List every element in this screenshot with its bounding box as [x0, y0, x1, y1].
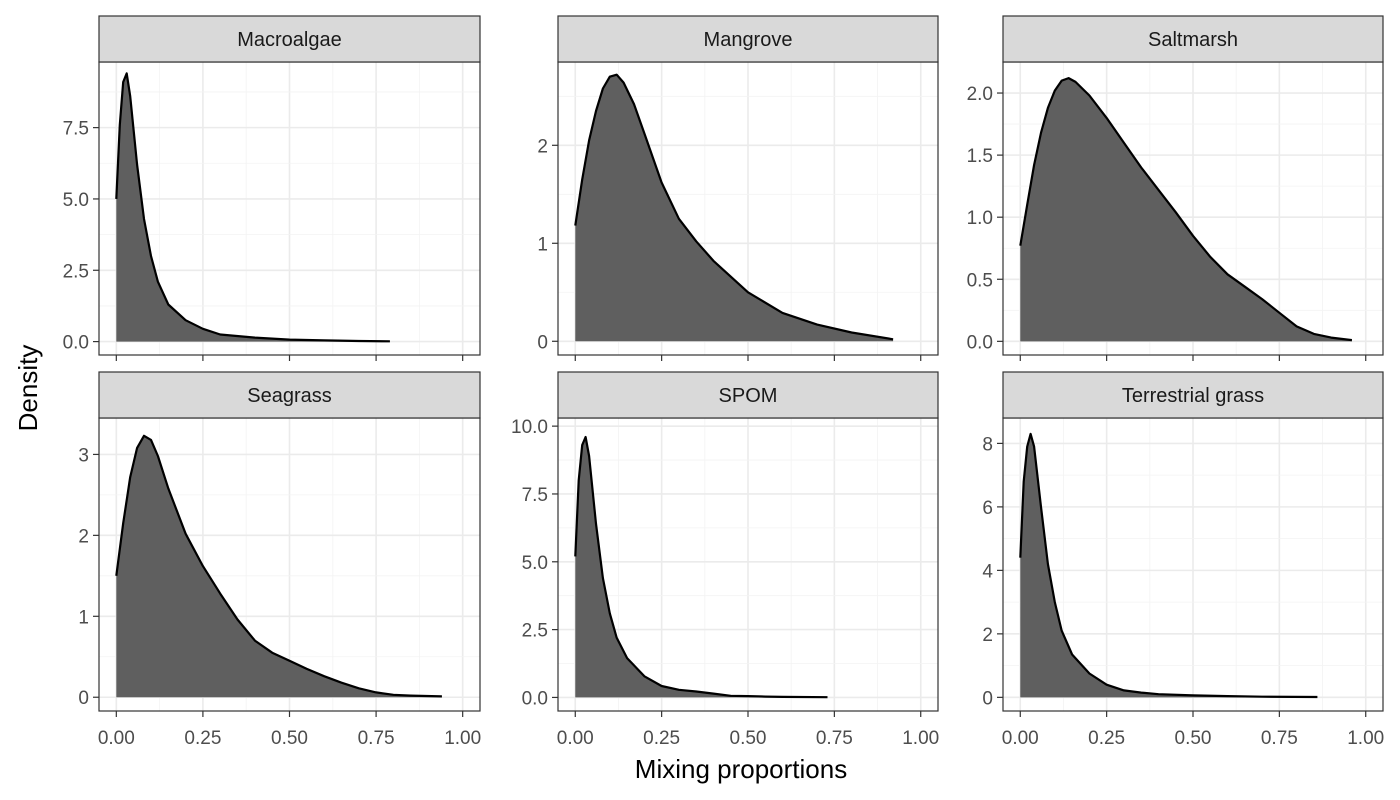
- density-area: [575, 437, 828, 698]
- y-tick-label: 0.0: [522, 688, 548, 709]
- x-tick-label: 0.50: [730, 728, 767, 749]
- facet-strip-label: Terrestrial grass: [1122, 385, 1264, 407]
- x-tick-label: 0.00: [557, 728, 594, 749]
- x-tick-label: 0.50: [1175, 728, 1212, 749]
- y-tick-label: 0: [537, 332, 548, 353]
- facet-strip: [1002, 15, 1384, 63]
- x-tick-label: 0.00: [1002, 728, 1039, 749]
- facet-panel-spom: SPOM 0.0 2.5 5.0 7.5 10.0 0.00 0.25 0.50 0.75 1.00: [511, 371, 939, 749]
- y-tick-label: 5.0: [63, 190, 89, 211]
- y-tick-label: 5.0: [522, 553, 548, 574]
- density-curve: [1019, 432, 1318, 699]
- facet-strip: [98, 371, 481, 419]
- facet-strip: [557, 15, 939, 63]
- facet-strip: [98, 15, 481, 63]
- y-tick-label: 0.0: [967, 332, 993, 353]
- density-curve: [574, 73, 894, 341]
- y-tick-label: 2: [982, 625, 993, 646]
- facet-strip-label: SPOM: [719, 385, 778, 407]
- density-area: [116, 73, 390, 342]
- facet-panel-saltmarsh: Saltmarsh 0.0 0.5 1.0 1.5 2.0: [967, 15, 1384, 361]
- density-curve: [115, 434, 442, 698]
- density-area: [1020, 433, 1318, 698]
- density-area: [116, 435, 442, 698]
- x-tick-label: 0.25: [1088, 728, 1125, 749]
- x-tick-label: 1.00: [1347, 728, 1384, 749]
- facet-panel-seagrass: Seagrass 0 1 2 3 0.00 0.25 0.50 0.75 1.00: [78, 371, 481, 749]
- facet-strip: [1002, 371, 1384, 419]
- y-tick-label: 4: [982, 561, 993, 582]
- y-tick-label: 10.0: [511, 417, 548, 438]
- y-tick-label: 2.0: [967, 84, 993, 105]
- y-tick-label: 7.5: [63, 119, 89, 140]
- x-tick-label: 0.25: [184, 728, 221, 749]
- y-tick-label: 0: [982, 688, 993, 709]
- facet-panel-terrestrial-grass: Terrestrial grass 0 2 4 6 8 0.00 0.25 0.50 0.75 1.…: [982, 371, 1384, 749]
- x-axis-title: Mixing proportions: [635, 754, 847, 784]
- x-tick-label: 0.75: [816, 728, 853, 749]
- x-tick-label: 0.00: [98, 728, 135, 749]
- density-curve: [574, 435, 828, 699]
- density-curve: [1019, 77, 1353, 342]
- density-curve: [115, 72, 390, 343]
- y-tick-label: 8: [982, 434, 993, 455]
- y-tick-label: 2: [537, 136, 548, 157]
- facet-strip-label: Macroalgae: [237, 29, 342, 51]
- y-axis-title: Density: [13, 345, 43, 432]
- x-tick-label: 0.75: [1261, 728, 1298, 749]
- facet-strip: [557, 371, 939, 419]
- y-tick-label: 7.5: [522, 485, 548, 506]
- y-tick-label: 1: [537, 234, 548, 255]
- y-tick-label: 0: [78, 688, 89, 709]
- x-tick-label: 1.00: [902, 728, 939, 749]
- y-tick-label: 1.0: [967, 208, 993, 229]
- facet-panel-macroalgae: Macroalgae 0.0 2.5 5.0 7.5: [63, 15, 481, 361]
- density-area: [1020, 78, 1352, 342]
- density-area: [575, 74, 894, 342]
- facet-strip-label: Seagrass: [247, 385, 332, 407]
- facet-strip-label: Saltmarsh: [1148, 29, 1238, 51]
- facet-strip-label: Mangrove: [704, 29, 793, 51]
- y-tick-label: 0.0: [63, 333, 89, 354]
- y-tick-label: 6: [982, 498, 993, 519]
- facet-panel-mangrove: Mangrove 0 1 2: [537, 15, 939, 361]
- x-tick-label: 1.00: [444, 728, 481, 749]
- y-tick-label: 2.5: [522, 621, 548, 642]
- y-tick-label: 1.5: [967, 146, 993, 167]
- y-tick-label: 0.5: [967, 270, 993, 291]
- x-tick-label: 0.50: [271, 728, 308, 749]
- x-tick-label: 0.25: [643, 728, 680, 749]
- x-tick-label: 0.75: [358, 728, 395, 749]
- y-tick-label: 2.5: [63, 261, 89, 282]
- y-tick-label: 3: [78, 445, 89, 466]
- y-tick-label: 2: [78, 526, 89, 547]
- y-tick-label: 1: [78, 607, 89, 628]
